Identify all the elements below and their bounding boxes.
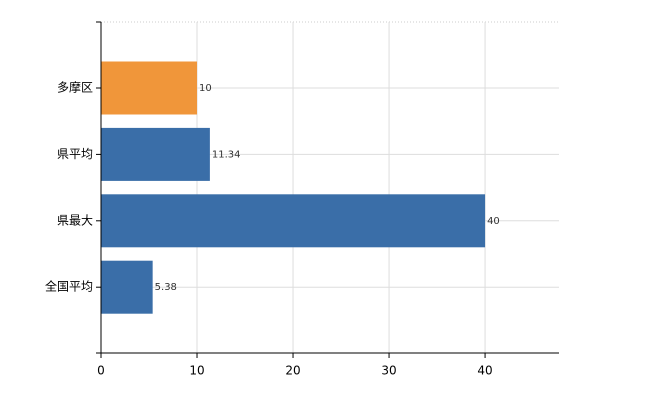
x-tick-label: 40 bbox=[477, 364, 492, 378]
y-tick-label: 全国平均 bbox=[45, 279, 93, 294]
value-label: 10 bbox=[199, 83, 212, 94]
bar bbox=[101, 194, 486, 248]
bar bbox=[101, 127, 210, 181]
x-tick-label: 0 bbox=[97, 364, 105, 378]
x-tick-label: 30 bbox=[381, 364, 396, 378]
value-label: 40 bbox=[487, 216, 500, 227]
bar bbox=[101, 260, 153, 314]
y-tick-label: 県平均 bbox=[57, 147, 93, 161]
value-label: 11.34 bbox=[212, 149, 241, 160]
y-tick-label: 多摩区 bbox=[57, 80, 93, 95]
x-tick-label: 20 bbox=[285, 364, 300, 378]
bar bbox=[101, 61, 198, 115]
value-label: 5.38 bbox=[155, 282, 177, 293]
x-tick-label: 10 bbox=[189, 364, 204, 378]
y-tick-label: 県最大 bbox=[57, 213, 93, 227]
